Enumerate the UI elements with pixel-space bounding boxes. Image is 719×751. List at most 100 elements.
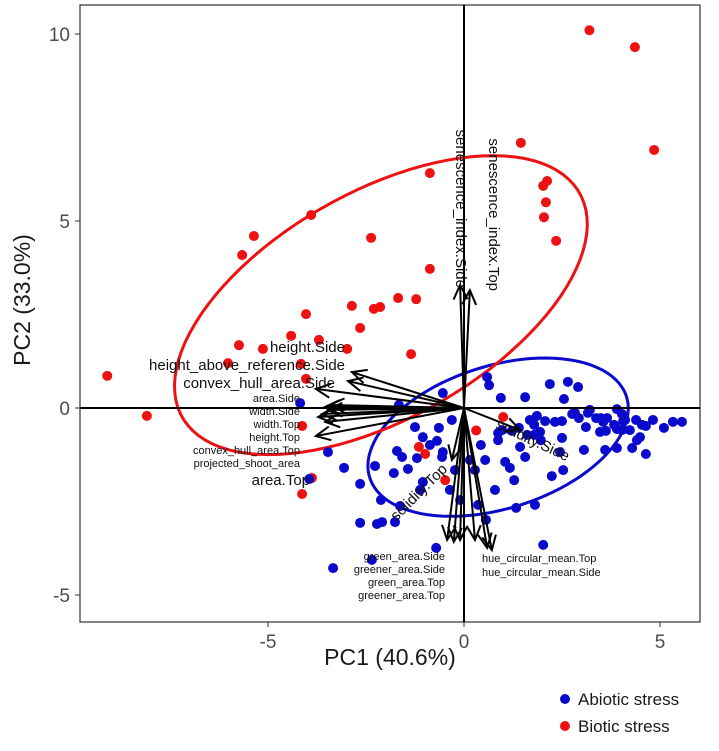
data-point: [482, 371, 493, 382]
data-point: [402, 463, 413, 474]
data-point: [540, 197, 551, 208]
data-point: [546, 471, 557, 482]
data-point: [371, 518, 382, 529]
loading-arrow: [447, 407, 465, 545]
data-point: [544, 379, 555, 390]
data-point: [322, 447, 333, 458]
data-point: [600, 425, 611, 436]
data-point: [440, 475, 451, 486]
data-point: [647, 414, 658, 425]
loading-label: area.Side: [253, 393, 300, 405]
data-point: [297, 420, 308, 431]
data-point: [627, 443, 638, 454]
data-point: [375, 302, 386, 313]
data-point: [640, 420, 651, 431]
loading-label: convex_hull_area.Top: [193, 445, 300, 457]
loading-label: height.Side: [270, 339, 345, 356]
data-point: [257, 343, 268, 354]
data-point: [557, 432, 567, 443]
data-point: [489, 484, 500, 495]
data-point: [611, 443, 622, 454]
data-point: [411, 294, 422, 305]
data-point: [304, 474, 315, 485]
data-point: [328, 563, 339, 574]
data-point: [301, 309, 312, 320]
data-point: [411, 453, 422, 464]
x-tick-label: 0: [459, 632, 470, 653]
data-point: [223, 358, 234, 369]
loading-label: width.Side: [248, 406, 300, 418]
loading-label: green_area.Side: [364, 551, 445, 563]
loading-label: green_area.Top: [368, 577, 445, 589]
data-point: [370, 460, 381, 471]
loading-arrow: [322, 407, 465, 429]
data-point: [313, 334, 324, 345]
loading-label: height_above_reference.Side: [149, 357, 345, 374]
loading-arrow: [313, 407, 465, 442]
data-point: [540, 416, 551, 427]
confidence-ellipse-biotic: [172, 154, 589, 457]
data-point: [624, 425, 635, 436]
data-point: [609, 419, 620, 430]
data-point: [366, 554, 377, 565]
data-point: [562, 376, 573, 387]
data-point: [493, 435, 504, 446]
data-point: [417, 477, 428, 488]
data-point: [631, 435, 642, 446]
y-tick-label: 0: [59, 399, 70, 420]
data-point: [475, 440, 486, 451]
data-point: [446, 414, 457, 425]
loading-label: greener_area.Top: [358, 590, 445, 602]
loading-label: senescence_index.Top: [485, 138, 502, 291]
legend-key-biotic: [560, 721, 570, 731]
data-point: [498, 411, 509, 422]
data-point: [437, 447, 448, 458]
data-point: [248, 230, 259, 241]
data-point: [493, 428, 504, 439]
loading-label: hue_circular_mean.Top: [482, 553, 596, 565]
y-tick-label: 10: [49, 25, 70, 46]
loading-label: projected_shoot_area: [194, 458, 301, 470]
loading-arrow: [463, 407, 523, 433]
data-point: [558, 465, 569, 476]
data-point: [417, 432, 428, 443]
loading-label: greener_area.Side: [354, 564, 445, 576]
data-point: [346, 300, 357, 311]
loading-arrow: [452, 282, 469, 409]
data-point: [295, 358, 306, 369]
loading-label: hue_circular_mean.Side: [482, 567, 601, 579]
loading-label: height.Top: [249, 432, 300, 444]
data-point: [433, 422, 444, 433]
x-tick-label: 5: [655, 632, 666, 653]
data-point: [538, 180, 549, 191]
data-point: [237, 250, 248, 261]
confidence-ellipse-abiotic: [366, 356, 630, 518]
data-point: [424, 263, 435, 274]
data-point: [342, 343, 353, 354]
data-point: [509, 475, 520, 486]
data-point: [555, 447, 566, 458]
data-point: [431, 542, 442, 553]
data-point: [395, 500, 406, 511]
x-axis-label: PC1 (40.6%): [324, 644, 456, 670]
loading-arrow: [349, 368, 465, 409]
data-point: [388, 468, 399, 479]
loading-arrow: [452, 407, 469, 543]
legend-key-abiotic: [560, 694, 570, 704]
data-point: [375, 495, 386, 506]
data-point: [582, 407, 593, 418]
data-point: [640, 449, 651, 460]
data-point: [355, 517, 366, 528]
data-point: [437, 388, 448, 399]
loading-arrow: [441, 407, 465, 543]
data-point: [449, 465, 460, 476]
data-point: [629, 42, 640, 53]
data-point: [557, 416, 567, 427]
data-point: [102, 370, 113, 381]
data-point: [410, 422, 420, 433]
data-point: [602, 413, 613, 424]
data-point: [415, 484, 426, 495]
data-point: [484, 380, 495, 391]
data-point: [424, 168, 435, 179]
data-point: [515, 441, 526, 452]
